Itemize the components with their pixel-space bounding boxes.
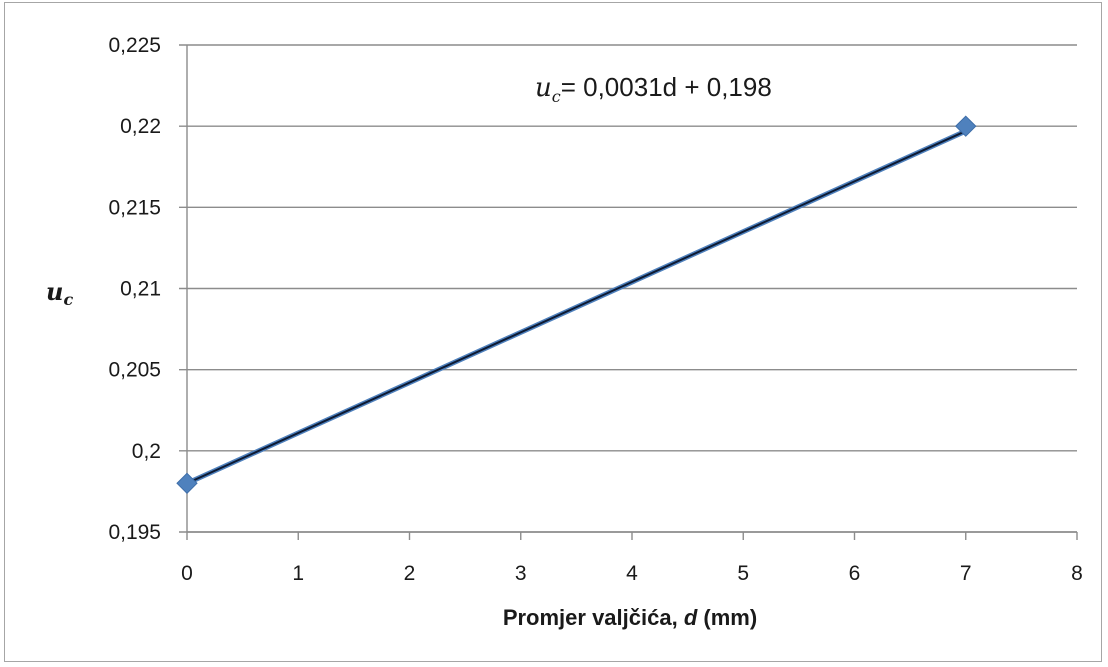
x-tick-label: 3 [515,562,527,585]
x-tick-label: 2 [404,562,416,585]
x-tick-label: 1 [292,562,304,585]
x-axis-title-prefix: Promjer valjčića, [503,605,678,630]
trendline-inner [186,130,967,485]
y-tick-label: 0,195 [108,521,161,544]
equation-text: = 0,0031d + 0,198 [561,72,772,102]
equation-label: uc= 0,0031d + 0,198 [535,72,772,106]
x-tick-label: 5 [737,562,749,585]
x-axis-title-suffix: (mm) [703,605,757,630]
y-tick-label: 0,2 [132,440,161,463]
y-axis-title-sub: c [63,290,73,309]
x-tick-label: 7 [960,562,972,585]
trendline [184,128,969,486]
x-tick-label: 0 [181,562,193,585]
y-tick-label: 0,21 [120,278,161,301]
y-tick-labels: 0,195 0,2 0,205 0,21 0,215 0,22 0,225 [108,34,161,544]
data-point [176,472,198,495]
axes [186,45,1078,540]
x-tick-label: 8 [1071,562,1083,585]
y-axis-title: uc [46,277,73,309]
x-tick-labels: 0 1 2 3 4 5 6 7 8 [181,562,1083,585]
y-axis-title-main: u [46,277,63,306]
x-axis-title: Promjer valjčića, d (mm) [503,605,757,630]
data-point [955,115,977,137]
x-tick-label: 6 [849,562,861,585]
y-tick-label: 0,225 [108,34,161,57]
x-axis-title-var: d [684,605,698,630]
equation-var: u [535,73,552,103]
y-tick-label: 0,215 [108,196,161,219]
data-points [176,115,977,495]
y-tick-label: 0,22 [120,115,161,138]
x-tick-label: 4 [626,562,638,585]
equation-sub: c [552,87,561,106]
grid-lines [179,44,1077,533]
y-tick-label: 0,205 [108,359,161,382]
